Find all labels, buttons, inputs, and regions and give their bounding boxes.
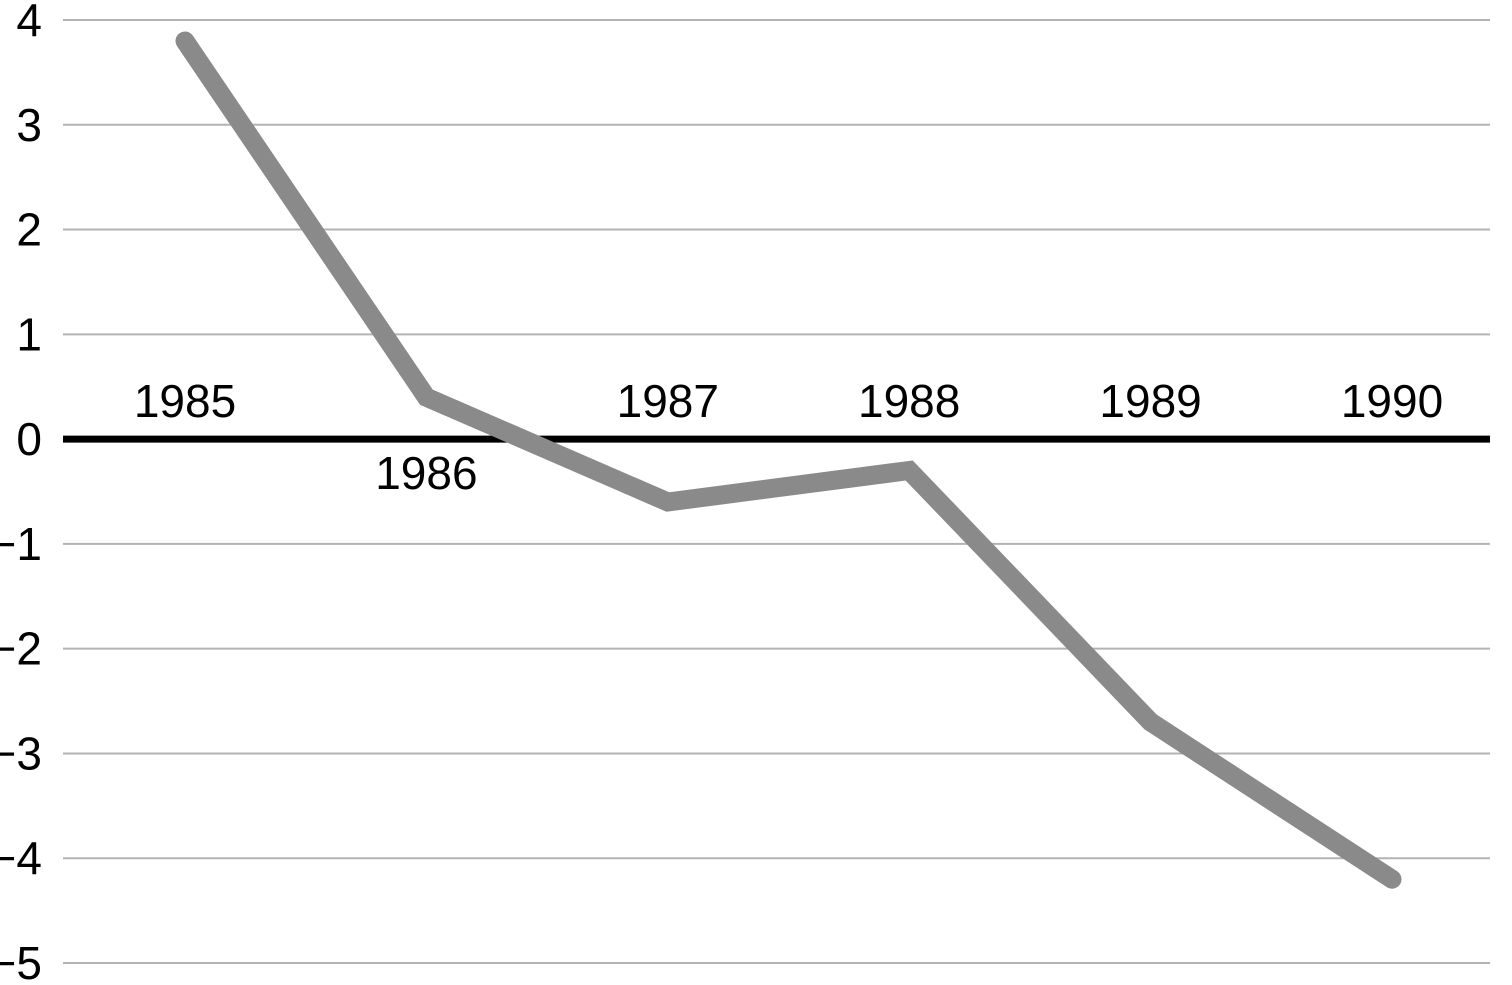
data-line — [175, 31, 1402, 889]
y-tick-label: 0 — [16, 413, 42, 465]
gridlines-group — [63, 19, 1490, 964]
x-category-label: 1990 — [1341, 375, 1443, 427]
y-tick-label: −3 — [0, 727, 42, 779]
y-tick-label: 1 — [16, 308, 42, 360]
y-tick-label: 2 — [16, 204, 42, 256]
x-category-label: 1985 — [134, 375, 236, 427]
y-axis-tick-labels: 4 3 2 1 0 −1 −2 −3 −4 −5 — [0, 0, 42, 985]
x-category-label: 1986 — [375, 447, 477, 499]
x-category-label: 1989 — [1099, 375, 1201, 427]
data-series-group — [175, 31, 1402, 889]
y-tick-label: −1 — [0, 518, 42, 570]
x-category-label: 1988 — [858, 375, 960, 427]
y-tick-label: −2 — [0, 623, 42, 675]
y-tick-label: 3 — [16, 99, 42, 151]
x-axis-category-labels: 1985 1986 1987 1988 1989 1990 — [134, 375, 1443, 499]
y-tick-label: −4 — [0, 832, 42, 884]
y-tick-label: 4 — [16, 0, 42, 46]
x-category-label: 1987 — [617, 375, 719, 427]
y-tick-label: −5 — [0, 937, 42, 985]
